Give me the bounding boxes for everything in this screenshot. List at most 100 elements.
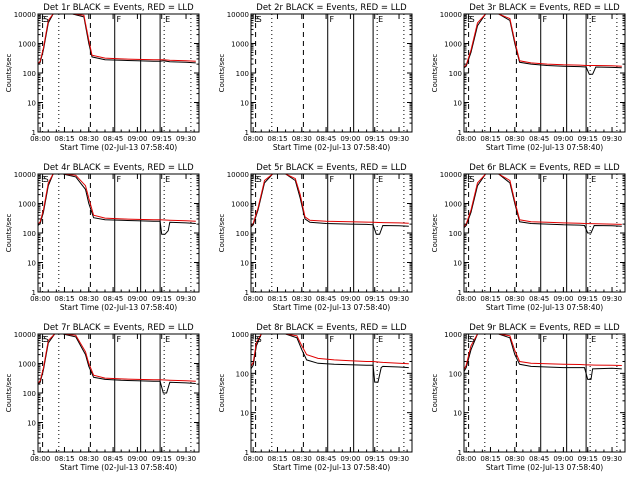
chart-title: Det 9r BLACK = Events, RED = LLD	[469, 323, 620, 333]
x-axis-label: Start Time (02-Jul-13 07:58:40)	[60, 463, 177, 472]
x-tick-label: 09:15	[578, 455, 598, 463]
event-marker-label: E	[591, 335, 596, 344]
event-marker-label: E	[378, 15, 383, 24]
x-tick-label: 08:15	[480, 455, 500, 463]
event-marker-label: S	[257, 15, 262, 24]
x-tick-label: 08:45	[316, 295, 336, 303]
x-axis-label: Start Time (02-Jul-13 07:58:40)	[273, 143, 390, 152]
x-axis-label: Start Time (02-Jul-13 07:58:40)	[60, 143, 177, 152]
event-marker-label: E	[165, 15, 170, 24]
x-tick-label: 09:00	[340, 295, 360, 303]
x-tick-label: 09:00	[127, 135, 147, 143]
x-tick-label: 09:15	[365, 135, 385, 143]
event-marker-label: E	[467, 335, 472, 344]
y-tick-label: 10000	[440, 11, 462, 19]
y-tick-label: 1	[458, 129, 462, 137]
series-events-line	[463, 13, 622, 75]
y-axis-label: Counts/sec	[218, 54, 226, 93]
y-tick-label: 10	[27, 260, 36, 268]
y-tick-label: 10000	[227, 171, 249, 179]
chart-title: Det 6r BLACK = Events, RED = LLD	[469, 163, 620, 173]
chart-title: Det 1r BLACK = Events, RED = LLD	[43, 3, 194, 13]
event-marker-label: S	[257, 335, 262, 344]
y-tick-label: 1000	[231, 331, 249, 339]
x-tick-label: 08:45	[103, 455, 123, 463]
y-tick-label: 10000	[227, 11, 249, 19]
y-tick-label: 10	[453, 260, 462, 268]
chart-title: Det 4r BLACK = Events, RED = LLD	[43, 163, 194, 173]
y-tick-label: 10	[240, 100, 249, 108]
event-marker-label: E	[254, 15, 259, 24]
x-tick-label: 09:30	[602, 455, 622, 463]
y-tick-label: 1	[458, 449, 462, 457]
y-tick-label: 100	[449, 230, 462, 238]
chart-title: Det 7r BLACK = Events, RED = LLD	[43, 323, 194, 333]
series-events-line	[37, 333, 196, 394]
y-tick-label: 10000	[14, 171, 36, 179]
plot-frame	[37, 173, 200, 293]
x-tick-label: 09:00	[340, 455, 360, 463]
y-tick-label: 1000	[444, 201, 462, 209]
y-axis-label: Counts/sec	[5, 374, 13, 413]
y-tick-label: 100	[236, 70, 249, 78]
chart-title: Det 8r BLACK = Events, RED = LLD	[256, 323, 407, 333]
x-tick-label: 08:30	[292, 295, 312, 303]
event-marker-label: F	[543, 175, 548, 184]
event-marker-label: E	[165, 335, 170, 344]
y-tick-label: 10	[27, 100, 36, 108]
y-tick-label: 1	[32, 129, 36, 137]
x-tick-label: 08:45	[529, 135, 549, 143]
y-tick-label: 1000	[231, 41, 249, 49]
x-tick-label: 09:00	[553, 455, 573, 463]
y-axis-label: Counts/sec	[5, 214, 13, 253]
x-tick-label: 08:15	[54, 455, 74, 463]
x-tick-label: 09:00	[127, 295, 147, 303]
y-tick-label: 100	[449, 70, 462, 78]
x-tick-label: 08:30	[292, 455, 312, 463]
y-axis-label: Counts/sec	[431, 214, 439, 253]
x-tick-label: 09:00	[127, 455, 147, 463]
x-tick-label: 08:00	[243, 455, 263, 463]
x-tick-label: 08:45	[529, 295, 549, 303]
x-tick-label: 09:15	[152, 295, 172, 303]
y-tick-label: 100	[23, 390, 36, 398]
x-tick-label: 09:15	[365, 295, 385, 303]
x-tick-label: 08:45	[103, 295, 123, 303]
y-tick-label: 100	[23, 70, 36, 78]
y-tick-label: 10	[240, 260, 249, 268]
x-tick-label: 08:15	[267, 455, 287, 463]
x-tick-label: 09:30	[176, 295, 196, 303]
plot-frame	[463, 333, 626, 453]
x-tick-label: 08:00	[456, 455, 476, 463]
x-tick-label: 09:30	[389, 135, 409, 143]
event-marker-label: E	[254, 175, 259, 184]
x-tick-label: 08:00	[243, 135, 263, 143]
panel-det-1: Det 1r BLACK = Events, RED = LLD 1 10 100 10…	[5, 3, 200, 152]
x-tick-label: 08:15	[54, 295, 74, 303]
x-tick-label: 08:00	[456, 295, 476, 303]
x-tick-label: 08:15	[54, 135, 74, 143]
x-tick-label: 08:30	[505, 135, 525, 143]
series-events-line	[37, 173, 196, 235]
x-tick-label: 08:30	[79, 455, 99, 463]
y-axis-label: Counts/sec	[431, 54, 439, 93]
x-tick-label: 08:30	[505, 455, 525, 463]
series-lld-line	[463, 333, 622, 370]
y-tick-label: 1000	[231, 201, 249, 209]
event-marker-label: E	[467, 175, 472, 184]
series-lld-line	[37, 333, 196, 384]
event-marker-label: S	[470, 15, 475, 24]
x-axis-label: Start Time (02-Jul-13 07:58:40)	[486, 303, 603, 312]
event-marker-label: S	[470, 175, 475, 184]
x-tick-label: 09:00	[553, 295, 573, 303]
x-tick-label: 09:00	[553, 135, 573, 143]
x-tick-label: 09:30	[389, 295, 409, 303]
event-marker-label: S	[44, 175, 49, 184]
x-tick-label: 08:30	[79, 295, 99, 303]
event-marker-label: E	[41, 335, 46, 344]
y-axis-label: Counts/sec	[218, 214, 226, 253]
x-axis-label: Start Time (02-Jul-13 07:58:40)	[486, 463, 603, 472]
plot-frame	[37, 13, 200, 133]
x-tick-label: 08:00	[243, 295, 263, 303]
x-tick-label: 08:15	[267, 135, 287, 143]
